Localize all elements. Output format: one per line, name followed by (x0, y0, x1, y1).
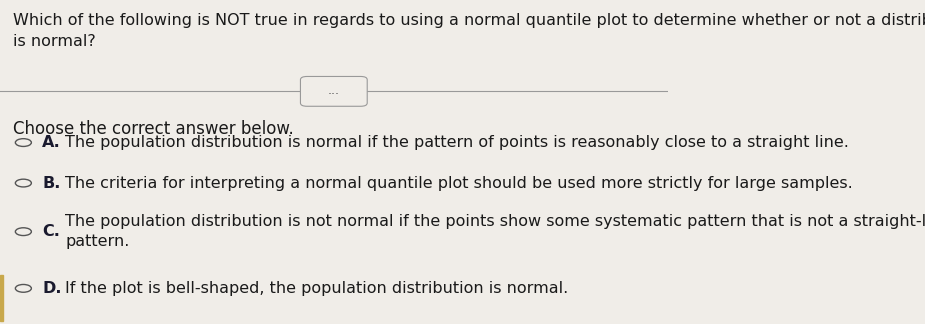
Text: ...: ... (327, 84, 339, 97)
Text: B.: B. (42, 176, 60, 191)
Text: The population distribution is not normal if the points show some systematic pat: The population distribution is not norma… (66, 214, 925, 249)
Text: C.: C. (42, 224, 60, 239)
Text: Choose the correct answer below.: Choose the correct answer below. (13, 120, 294, 138)
Text: The population distribution is normal if the pattern of points is reasonably clo: The population distribution is normal if… (66, 135, 849, 150)
FancyBboxPatch shape (301, 76, 367, 106)
Text: A.: A. (42, 135, 61, 150)
Bar (0, 275, 4, 321)
Text: Which of the following is NOT true in regards to using a normal quantile plot to: Which of the following is NOT true in re… (13, 13, 925, 49)
Text: The criteria for interpreting a normal quantile plot should be used more strictl: The criteria for interpreting a normal q… (66, 176, 853, 191)
Text: D.: D. (42, 281, 62, 296)
Text: If the plot is bell-shaped, the population distribution is normal.: If the plot is bell-shaped, the populati… (66, 281, 569, 296)
